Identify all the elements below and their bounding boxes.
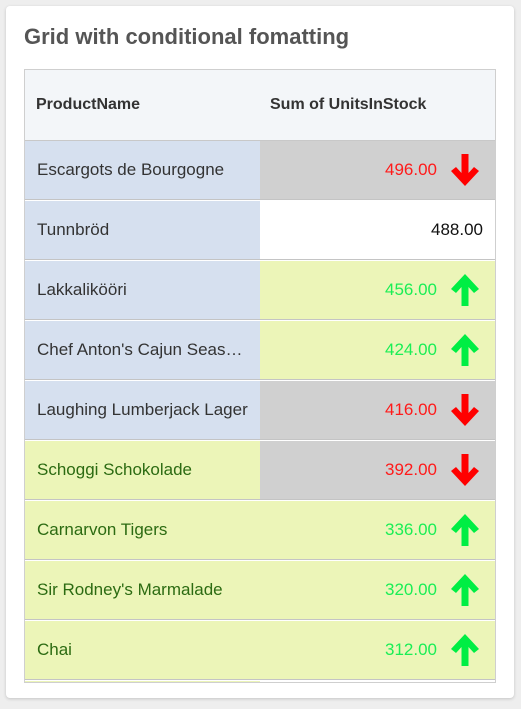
column-header-units-in-stock[interactable]: Sum of UnitsInStock — [270, 96, 427, 113]
product-name-cell[interactable]: Sir Rodney's Marmalade — [25, 561, 260, 620]
table-row[interactable]: Tunnbröd 488.00 — [25, 201, 495, 261]
arrow-up-icon-svg — [451, 274, 479, 306]
arrow-down-icon-svg — [451, 154, 479, 186]
units-in-stock-cell[interactable]: 456.00 — [260, 261, 495, 320]
table-row[interactable]: Escargots de Bourgogne 496.00 — [25, 141, 495, 201]
product-name-cell[interactable]: Chai — [25, 621, 260, 680]
table-row[interactable]: Schoggi Schokolade 392.00 — [25, 441, 495, 501]
arrow-up-icon — [449, 512, 481, 548]
units-in-stock-cell[interactable]: 488.00 — [260, 201, 495, 260]
grid-body: Escargots de Bourgogne 496.00 Tunnbröd 488.… — [25, 141, 495, 681]
units-value: 416.00 — [385, 400, 437, 419]
partial-name-cell — [25, 681, 260, 682]
units-in-stock-cell[interactable]: 496.00 — [260, 141, 495, 200]
units-value: 488.00 — [431, 220, 483, 239]
product-name-cell[interactable]: Chef Anton's Cajun Seasoning — [25, 321, 260, 380]
grid-card: Grid with conditional fomatting ProductN… — [6, 6, 514, 698]
table-row[interactable]: Chef Anton's Cajun Seasoning 424.00 — [25, 321, 495, 381]
arrow-up-icon-svg — [451, 574, 479, 606]
partial-units-cell — [260, 681, 495, 682]
arrow-down-icon — [449, 392, 481, 428]
units-value: 320.00 — [385, 580, 437, 599]
product-name-cell[interactable]: Tunnbröd — [25, 201, 260, 260]
pivot-grid[interactable]: ProductName Sum of UnitsInStock Escargot… — [24, 69, 496, 683]
arrow-down-icon-svg — [451, 454, 479, 486]
arrow-up-icon-svg — [451, 334, 479, 366]
arrow-down-icon — [449, 152, 481, 188]
units-value: 496.00 — [385, 160, 437, 179]
units-value: 392.00 — [385, 460, 437, 479]
arrow-up-icon — [449, 572, 481, 608]
table-row[interactable]: Carnarvon Tigers 336.00 — [25, 501, 495, 561]
units-in-stock-cell[interactable]: 416.00 — [260, 381, 495, 440]
arrow-up-icon — [449, 632, 481, 668]
product-name-cell[interactable]: Escargots de Bourgogne — [25, 141, 260, 200]
units-value: 336.00 — [385, 520, 437, 539]
grid-header: ProductName Sum of UnitsInStock — [25, 70, 495, 141]
units-in-stock-cell[interactable]: 392.00 — [260, 441, 495, 500]
units-in-stock-cell[interactable]: 312.00 — [260, 621, 495, 680]
units-in-stock-cell[interactable]: 336.00 — [260, 501, 495, 560]
units-value: 456.00 — [385, 280, 437, 299]
table-row[interactable]: Chai 312.00 — [25, 621, 495, 681]
arrow-up-icon — [449, 332, 481, 368]
arrow-down-icon-svg — [451, 394, 479, 426]
table-row[interactable]: Lakkalikööri 456.00 — [25, 261, 495, 321]
product-name-cell[interactable]: Laughing Lumberjack Lager — [25, 381, 260, 440]
table-row[interactable]: Sir Rodney's Marmalade 320.00 — [25, 561, 495, 621]
arrow-up-icon-svg — [451, 634, 479, 666]
card-title: Grid with conditional fomatting — [24, 24, 350, 49]
units-in-stock-cell[interactable]: 320.00 — [260, 561, 495, 620]
partial-row — [25, 681, 495, 682]
product-name-cell[interactable]: Carnarvon Tigers — [25, 501, 260, 560]
product-name-cell[interactable]: Schoggi Schokolade — [25, 441, 260, 500]
units-in-stock-cell[interactable]: 424.00 — [260, 321, 495, 380]
units-value: 424.00 — [385, 340, 437, 359]
arrow-down-icon — [449, 452, 481, 488]
units-value: 312.00 — [385, 640, 437, 659]
column-header-product-name[interactable]: ProductName — [36, 96, 141, 113]
product-name-cell[interactable]: Lakkalikööri — [25, 261, 260, 320]
arrow-up-icon — [449, 272, 481, 308]
table-row[interactable]: Laughing Lumberjack Lager 416.00 — [25, 381, 495, 441]
arrow-up-icon-svg — [451, 514, 479, 546]
